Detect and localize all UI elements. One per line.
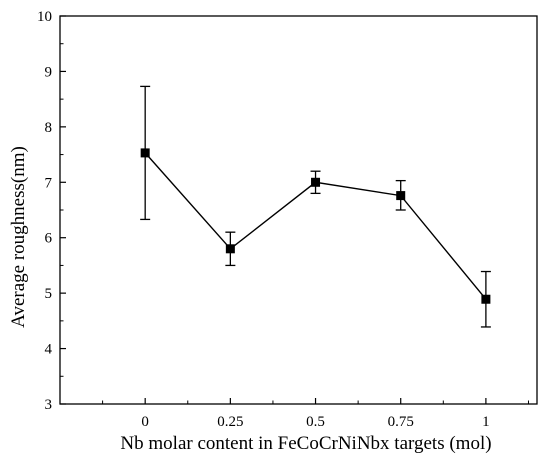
y-tick-label: 7 [45, 175, 53, 191]
y-tick-label: 4 [45, 342, 53, 358]
data-point-marker [481, 294, 491, 304]
y-tick-label: 6 [45, 231, 53, 247]
x-tick-label: 0.25 [217, 414, 243, 430]
x-tick-label: 0.75 [388, 414, 414, 430]
x-tick-label: 0 [141, 414, 149, 430]
x-tick-label: 1 [482, 414, 490, 430]
data-point-marker [396, 191, 406, 201]
plot-frame [59, 15, 538, 405]
y-tick-label: 3 [45, 397, 53, 413]
y-tick-label: 5 [45, 286, 53, 302]
data-point-marker [140, 148, 150, 158]
y-tick-label: 9 [45, 64, 53, 80]
x-axis-title: Nb molar content in FeCoCrNiNbx targets … [120, 433, 491, 454]
y-axis-title: Average roughness(nm) [8, 146, 29, 328]
x-tick-label: 0.5 [306, 414, 325, 430]
y-tick-label: 10 [37, 9, 52, 25]
y-tick-label: 8 [45, 120, 53, 136]
data-point-marker [311, 177, 321, 187]
data-point-marker [225, 244, 235, 254]
